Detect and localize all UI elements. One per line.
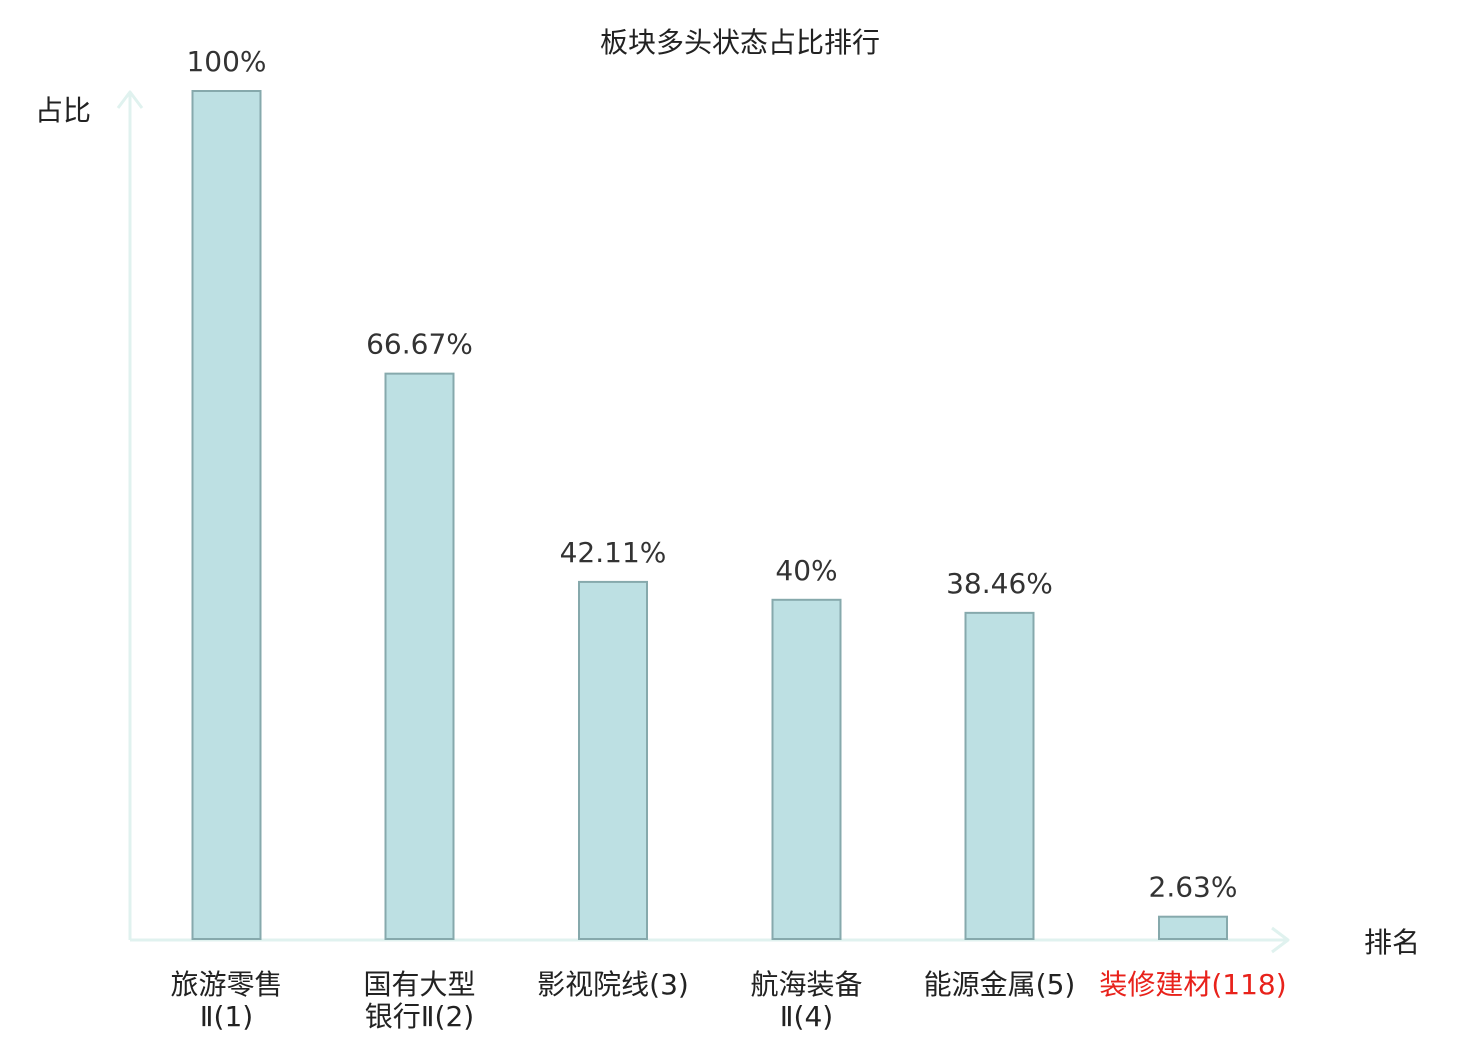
bar-2 bbox=[384, 372, 455, 940]
bar-3 bbox=[578, 580, 648, 941]
category-label-4: 航海装备 Ⅱ(4) bbox=[750, 968, 862, 1033]
value-label-5: 38.46% bbox=[946, 567, 1053, 600]
category-label-line: 影视院线(3) bbox=[537, 968, 689, 1001]
category-label-5: 能源金属(5) bbox=[924, 968, 1076, 1001]
value-label-6: 2.63% bbox=[1149, 871, 1238, 904]
category-label-line: 航海装备 bbox=[750, 968, 862, 1001]
bar-4 bbox=[771, 598, 842, 940]
value-label-4: 40% bbox=[775, 554, 837, 587]
category-label-line: Ⅱ(1) bbox=[200, 1000, 253, 1033]
category-labels-group: 旅游零售 Ⅱ(1) 国有大型银行Ⅱ(2) 影视院线(3) 航海装备 Ⅱ(4) 能源金属(5)… bbox=[170, 968, 1286, 1033]
bars-group bbox=[191, 90, 1228, 941]
value-label-2: 66.67% bbox=[366, 328, 473, 361]
category-label-line: 银行Ⅱ(2) bbox=[365, 1000, 474, 1033]
category-label-1: 旅游零售 Ⅱ(1) bbox=[170, 968, 282, 1033]
bar-1 bbox=[191, 90, 262, 940]
x-axis bbox=[130, 926, 1290, 954]
x-axis-label: 排名 bbox=[1364, 926, 1420, 959]
category-label-2: 国有大型银行Ⅱ(2) bbox=[363, 968, 475, 1033]
y-axis-label: 占比 bbox=[35, 94, 91, 127]
y-axis bbox=[116, 90, 144, 940]
value-label-1: 100% bbox=[186, 45, 266, 78]
bar-5 bbox=[964, 611, 1035, 940]
value-label-3: 42.11% bbox=[560, 536, 667, 569]
bar-6 bbox=[1158, 915, 1228, 940]
category-label-6: 装修建材(118) bbox=[1099, 968, 1286, 1001]
chart-title: 板块多头状态占比排行 bbox=[600, 26, 880, 59]
category-label-line: 旅游零售 bbox=[170, 968, 282, 1001]
category-label-line: 国有大型 bbox=[363, 968, 475, 1001]
category-label-3: 影视院线(3) bbox=[537, 968, 689, 1001]
category-label-line: 能源金属(5) bbox=[924, 968, 1076, 1001]
category-label-line: Ⅱ(4) bbox=[780, 1000, 833, 1033]
category-label-line: 装修建材(118) bbox=[1099, 968, 1286, 1001]
value-labels-group: 100% 66.67% 42.11% 40% 38.46% 2.63% bbox=[186, 45, 1237, 904]
